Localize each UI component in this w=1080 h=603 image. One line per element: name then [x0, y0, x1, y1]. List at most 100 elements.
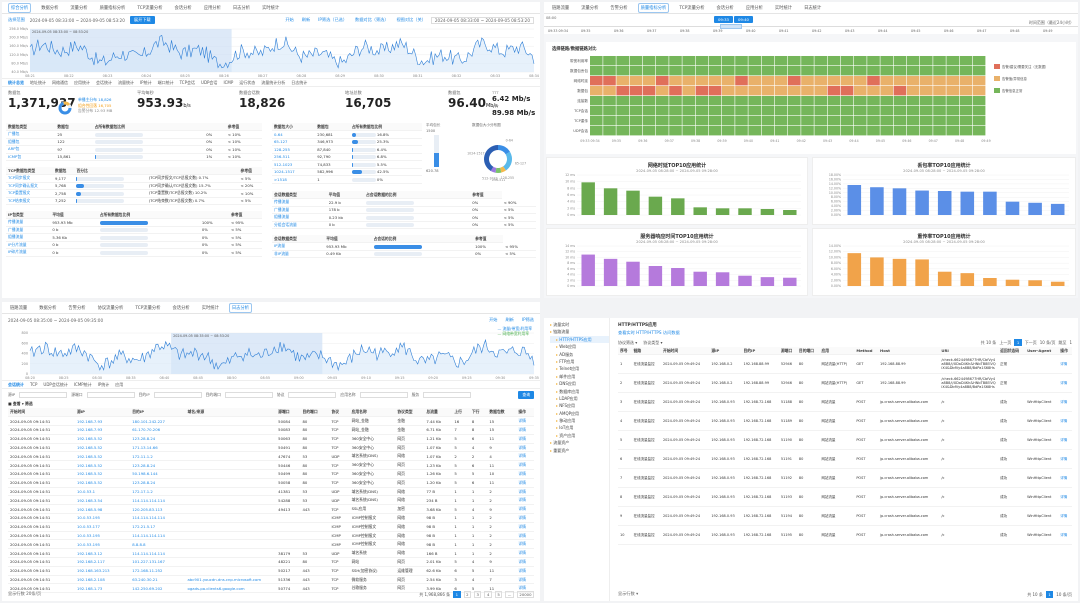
- tab-item[interactable]: 实时统计: [262, 5, 280, 11]
- heatmap-cell[interactable]: [656, 116, 669, 126]
- detail-link[interactable]: 详情: [516, 478, 534, 488]
- heatmap-cell[interactable]: [933, 66, 946, 76]
- page-button[interactable]: 2: [463, 591, 472, 598]
- bar[interactable]: [581, 182, 595, 215]
- filter-input[interactable]: [224, 391, 273, 398]
- tree-item[interactable]: ▸ IoT应用: [550, 424, 609, 431]
- tree-item[interactable]: ▸ 移动应用: [550, 417, 609, 424]
- heatmap-cell[interactable]: [761, 76, 775, 86]
- heatmap-cell[interactable]: [854, 116, 867, 126]
- column-header[interactable]: 上行: [452, 408, 470, 418]
- tab-item[interactable]: TCP流量分析: [135, 305, 161, 311]
- heatmap-cell[interactable]: [840, 56, 854, 66]
- heatmap-cell[interactable]: [827, 76, 841, 86]
- heatmap-cell[interactable]: [590, 96, 603, 106]
- heatmap-cell[interactable]: [656, 66, 669, 76]
- heatmap-cell[interactable]: [959, 56, 973, 66]
- tab-item[interactable]: 流量分析: [70, 5, 88, 11]
- heatmap-cell[interactable]: [735, 76, 748, 86]
- heatmap-cell[interactable]: [590, 126, 603, 136]
- detail-link[interactable]: 详情: [516, 539, 534, 550]
- heatmap-cell[interactable]: [603, 76, 616, 86]
- heatmap-cell[interactable]: [761, 126, 775, 136]
- heatmap-cell[interactable]: [642, 96, 656, 106]
- toolbar-button[interactable]: 视图对比（关）: [396, 17, 426, 22]
- column-header[interactable]: URI: [939, 347, 999, 355]
- detail-link[interactable]: 详情: [516, 487, 534, 497]
- heatmap-cell[interactable]: [946, 126, 959, 136]
- heatmap-cell[interactable]: [748, 56, 761, 66]
- column-header[interactable]: 数据包数: [487, 408, 517, 418]
- table-row[interactable]: 2024-09-05 09:14:51 192.168.2.117 101.227.…: [8, 557, 534, 567]
- detail-link[interactable]: 详情: [516, 566, 534, 576]
- detail-link[interactable]: 详情: [1058, 392, 1072, 412]
- heatmap-cell[interactable]: [682, 76, 695, 86]
- tab-item[interactable]: 协议流量分析: [97, 305, 124, 311]
- bar[interactable]: [671, 268, 685, 286]
- heatmap-cell[interactable]: [603, 96, 616, 106]
- page-button[interactable]: 3: [474, 591, 482, 598]
- heatmap-cell[interactable]: [708, 96, 722, 106]
- heatmap-cell[interactable]: [656, 96, 669, 106]
- heatmap-cell[interactable]: [669, 106, 682, 116]
- detail-link[interactable]: 详情: [1058, 449, 1072, 469]
- bar[interactable]: [760, 277, 775, 286]
- heatmap-cell[interactable]: [814, 86, 827, 96]
- filter-dropdown[interactable]: 协议类型 ▾: [643, 339, 663, 345]
- table-row[interactable]: 2024-09-05 09:14:51 192.168.5.52 123.28.8.…: [8, 460, 534, 471]
- heatmap-cell[interactable]: [827, 96, 841, 106]
- heatmap-cell[interactable]: [893, 96, 907, 106]
- heatmap-cell[interactable]: [801, 86, 814, 96]
- heatmap-cell[interactable]: [656, 76, 669, 86]
- heatmap-cell[interactable]: [735, 56, 748, 66]
- range-value[interactable]: 2024-09-05 08:33:00 ~ 2024-09-05 08:53:2…: [29, 17, 125, 23]
- heatmap-cell[interactable]: [656, 126, 669, 136]
- detail-link[interactable]: 详情: [516, 469, 534, 479]
- heatmap-cell[interactable]: [788, 66, 801, 76]
- heatmap-cell[interactable]: [629, 116, 643, 126]
- heatmap-cell[interactable]: [827, 126, 841, 136]
- tab-item[interactable]: 质量指标分析: [99, 5, 126, 11]
- table-row[interactable]: 1 在线流量监控 2024-09-05 09:49:24 192.168.0.2 192…: [618, 354, 1072, 374]
- tab-item[interactable]: 应用分析: [203, 5, 221, 11]
- table-row[interactable]: 2024-09-05 09:14:51 192.168.3.54 114.114.1…: [8, 495, 534, 506]
- bar[interactable]: [937, 191, 952, 215]
- table-row[interactable]: 4 在线流量监控 2024-09-05 09:49:24 192.168.0.93 19…: [618, 411, 1072, 431]
- column-header[interactable]: Host: [878, 347, 940, 355]
- heatmap-cell[interactable]: [722, 116, 735, 126]
- heatmap-cell[interactable]: [854, 56, 867, 66]
- column-header[interactable]: 目的IP: [741, 347, 779, 355]
- tab-item[interactable]: 日志分析: [232, 5, 251, 11]
- bar[interactable]: [870, 257, 884, 286]
- heatmap-cell[interactable]: [695, 56, 709, 66]
- pager-item[interactable]: 1: [1014, 339, 1022, 346]
- table-row[interactable]: 2 在线流量监控 2024-09-05 09:49:24 192.168.0.2 192…: [618, 373, 1072, 393]
- toolbar-button[interactable]: 刷新: [301, 17, 311, 22]
- heatmap-cell[interactable]: [867, 56, 880, 66]
- tab-item[interactable]: 会话分析: [174, 5, 192, 11]
- heatmap-cell[interactable]: [827, 116, 841, 126]
- traffic-chart[interactable]: 256.0 Mb/s 200.0 Mb/s 160.0 Mb/s 120.0 Mb/s…: [2, 26, 540, 78]
- heatmap-cell[interactable]: [867, 116, 880, 126]
- subtab-item[interactable]: 流量统计: [118, 79, 134, 85]
- tree-item[interactable]: ▸ 流量实时: [550, 321, 609, 328]
- heatmap-cell[interactable]: [946, 86, 959, 96]
- heatmap-cell[interactable]: [669, 76, 682, 86]
- column-header[interactable]: 源IP: [74, 408, 131, 418]
- heatmap-cell[interactable]: [774, 106, 788, 116]
- bar[interactable]: [1028, 280, 1042, 286]
- bar[interactable]: [915, 259, 929, 286]
- subtab-item[interactable]: 运行状态: [239, 79, 256, 85]
- heatmap-cell[interactable]: [906, 86, 920, 96]
- heatmap-cell[interactable]: [801, 96, 814, 106]
- heatmap-cell[interactable]: [933, 116, 946, 126]
- heatmap-cell[interactable]: [893, 116, 907, 126]
- heatmap-cell[interactable]: [788, 96, 801, 106]
- tree-item[interactable]: ▸ DNS应用: [550, 380, 609, 387]
- column-header[interactable]: 总流量: [424, 408, 453, 418]
- table-row[interactable]: 6 在线流量监控 2024-09-05 09:49:24 192.168.0.93 19…: [618, 449, 1072, 469]
- heatmap-cell[interactable]: [748, 106, 761, 116]
- search-button[interactable]: 查询: [518, 390, 534, 399]
- heatmap-cell[interactable]: [629, 66, 643, 76]
- bar[interactable]: [738, 208, 752, 215]
